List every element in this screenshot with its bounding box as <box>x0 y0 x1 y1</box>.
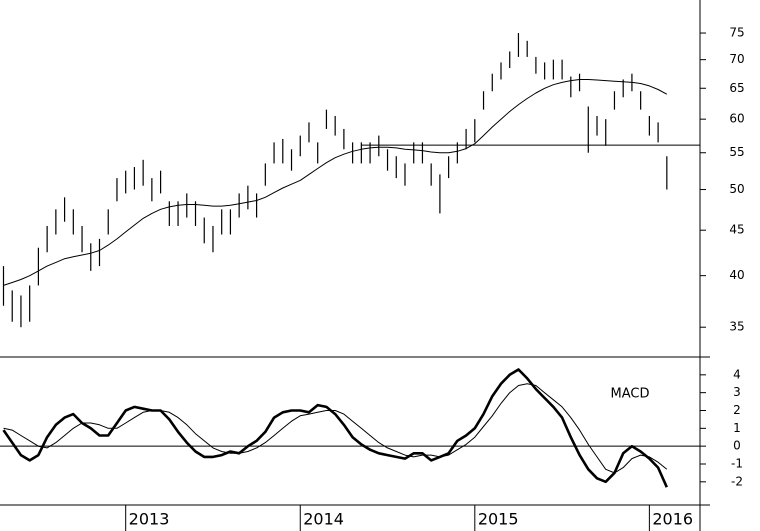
y-tick-label: 0 <box>733 439 741 453</box>
x-tick-label: 2014 <box>303 510 344 529</box>
y-tick-label: 40 <box>729 268 744 282</box>
y-tick-label: 45 <box>729 223 744 237</box>
x-tick-label: 2016 <box>652 510 693 529</box>
y-tick-label: 4 <box>733 367 741 381</box>
y-tick-label: 3 <box>733 385 741 399</box>
y-tick-label: 75 <box>729 26 744 40</box>
y-tick-label: 1 <box>733 421 741 435</box>
y-tick-label: -1 <box>731 456 743 470</box>
y-tick-label: 2 <box>733 403 741 417</box>
y-tick-label: 55 <box>729 145 744 159</box>
moving-average <box>3 79 668 286</box>
y-tick-label: 65 <box>729 81 744 95</box>
y-tick-label: 50 <box>729 182 744 196</box>
macd-line <box>2 368 668 488</box>
x-tick-label: 2013 <box>129 510 170 529</box>
y-tick-label: -2 <box>731 474 743 488</box>
signal-line <box>3 383 668 474</box>
x-tick-label: 2015 <box>478 510 519 529</box>
macd-label: MACD <box>611 387 650 402</box>
y-tick-label: 70 <box>729 52 744 66</box>
y-tick-label: 35 <box>729 320 744 334</box>
y-tick-label: 60 <box>729 112 744 126</box>
